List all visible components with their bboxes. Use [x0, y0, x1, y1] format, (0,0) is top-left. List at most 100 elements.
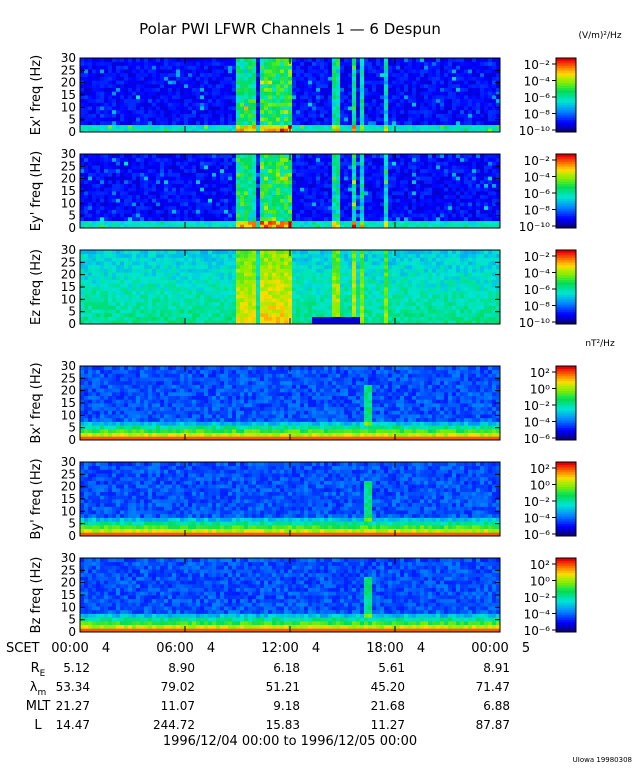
spectrogram-cell: [204, 113, 209, 118]
spectrogram-cell: [140, 72, 145, 77]
spectrogram-cell: [108, 216, 113, 221]
spectrogram-cell: [112, 191, 117, 196]
spectrogram-cell: [172, 69, 177, 74]
spectrogram-cell: [216, 253, 221, 258]
spectrogram-cell: [376, 128, 381, 133]
spectrogram-cell: [424, 58, 429, 63]
spectrogram-cell: [124, 279, 129, 284]
spectrogram-cell: [160, 87, 165, 92]
spectrogram-cell: [324, 194, 329, 199]
spectrogram-cell: [128, 268, 133, 273]
spectrogram-cell: [136, 202, 141, 207]
spectrogram-cell: [204, 179, 209, 184]
spectrogram-cell: [172, 179, 177, 184]
spectrogram-cell: [248, 69, 253, 74]
spectrogram-cell: [144, 124, 149, 129]
spectrogram-cell: [144, 106, 149, 111]
spectrogram-cell: [356, 109, 361, 114]
spectrogram-cell: [180, 209, 185, 214]
spectrogram-cell: [216, 83, 221, 88]
spectrogram-cell: [492, 65, 497, 70]
spectrogram-cell: [180, 176, 185, 181]
spectrogram-cell: [120, 91, 125, 96]
spectrogram-cell: [416, 176, 421, 181]
spectrogram-cell: [260, 172, 265, 177]
spectrogram-cell: [180, 128, 185, 133]
spectrogram-cell: [148, 102, 153, 107]
spectrogram-cell: [192, 298, 197, 303]
spectrogram-cell: [264, 109, 269, 114]
spectrogram-cell: [480, 157, 485, 162]
spectrogram-cell: [396, 69, 401, 74]
spectrogram-cell: [116, 168, 121, 173]
spectrogram-cell: [132, 261, 137, 266]
spectrogram-cell: [136, 250, 141, 255]
spectrogram-cell: [332, 120, 337, 125]
spectrogram-cell: [268, 72, 273, 77]
spectrogram-cell: [416, 106, 421, 111]
spectrogram-cell: [252, 106, 257, 111]
spectrogram-cell: [184, 290, 189, 295]
spectrogram-cell: [276, 65, 281, 70]
spectrogram-cell: [168, 279, 173, 284]
spectrogram-cell: [144, 268, 149, 273]
spectrogram-cell: [108, 72, 113, 77]
spectrogram-cell: [264, 224, 269, 229]
spectrogram-cell: [496, 191, 501, 196]
spectrogram-cell: [220, 157, 225, 162]
spectrogram-cell: [236, 209, 241, 214]
spectrogram-cell: [196, 83, 201, 88]
spectrogram-cell: [396, 106, 401, 111]
spectrogram-cell: [480, 224, 485, 229]
spectrogram-cell: [472, 83, 477, 88]
spectrogram-cell: [80, 87, 85, 92]
spectrogram-cell: [224, 120, 229, 125]
spectrogram-cell: [208, 202, 213, 207]
spectrogram-cell: [192, 287, 197, 292]
spectrogram-cell: [292, 191, 297, 196]
spectrogram-cell: [272, 83, 277, 88]
spectrogram-cell: [152, 305, 157, 310]
spectrogram-cell: [84, 128, 89, 133]
spectrogram-cell: [464, 117, 469, 122]
spectrogram-cell: [112, 87, 117, 92]
spectrogram-cell: [344, 172, 349, 177]
spectrogram-cell: [388, 213, 393, 218]
spectrogram-cell: [204, 287, 209, 292]
spectrogram-cell: [232, 154, 237, 159]
spectrogram-cell: [224, 216, 229, 221]
spectrogram-cell: [352, 202, 357, 207]
spectrogram-cell: [296, 80, 301, 85]
spectrogram-cell: [364, 220, 369, 225]
spectrogram-cell: [400, 161, 405, 166]
spectrogram-cell: [88, 120, 93, 125]
spectrogram-cell: [316, 58, 321, 63]
spectrogram-cell: [92, 117, 97, 122]
spectrogram-cell: [108, 76, 113, 81]
spectrogram-cell: [100, 61, 105, 66]
spectrogram-cell: [200, 120, 205, 125]
spectrogram-cell: [168, 202, 173, 207]
spectrogram-cell: [296, 113, 301, 118]
spectrogram-cell: [172, 168, 177, 173]
spectrogram-cell: [108, 272, 113, 277]
spectrogram-cell: [140, 172, 145, 177]
spectrogram-cell: [216, 287, 221, 292]
spectrogram-cell: [128, 224, 133, 229]
spectrogram-cell: [204, 194, 209, 199]
spectrogram-cell: [416, 61, 421, 66]
spectrogram-cell: [332, 187, 337, 192]
spectrogram-cell: [164, 113, 169, 118]
spectrogram-cell: [196, 283, 201, 288]
spectrogram-cell: [144, 261, 149, 266]
spectrogram-cell: [396, 113, 401, 118]
spectrogram-cell: [212, 72, 217, 77]
spectrogram-cell: [444, 168, 449, 173]
spectrogram-cell: [192, 224, 197, 229]
spectrogram-cell: [308, 61, 313, 66]
spectrogram-cell: [404, 165, 409, 170]
spectrogram-cell: [340, 128, 345, 133]
spectrogram-cell: [420, 80, 425, 85]
spectrogram-cell: [116, 58, 121, 63]
spectrogram-cell: [340, 202, 345, 207]
